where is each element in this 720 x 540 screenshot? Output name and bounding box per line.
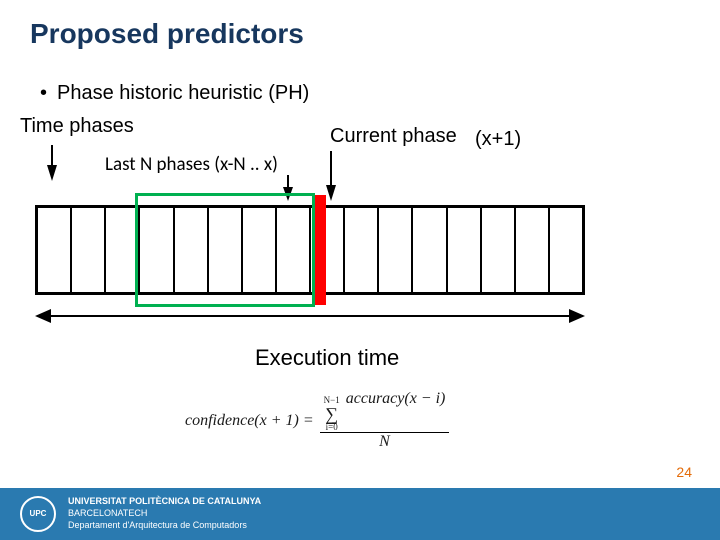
bullet-dot: •	[40, 82, 47, 104]
phase-cell	[345, 208, 379, 292]
phase-cell	[379, 208, 413, 292]
current-phase-marker	[315, 195, 326, 305]
phase-cell	[72, 208, 106, 292]
exec-arrow-line	[47, 315, 573, 317]
arrow-lastn-stem	[287, 175, 289, 189]
formula-fraction: N−1 ∑ i=0 accuracy(x − i) N	[320, 390, 450, 451]
bullet-item: • Phase historic heuristic (PH)	[40, 82, 309, 105]
phase-cell	[413, 208, 447, 292]
label-execution-time: Execution time	[255, 345, 399, 371]
slide-title: Proposed predictors	[30, 18, 304, 50]
footer-text: UNIVERSITAT POLITÈCNICA DE CATALUNYA BAR…	[68, 496, 261, 531]
footer-sub: BARCELONATECH	[68, 508, 261, 520]
arrow-time-phases-stem	[51, 145, 53, 167]
phase-diagram	[35, 145, 655, 335]
bullet-text: Phase historic heuristic (PH)	[57, 82, 309, 104]
upc-logo: UPC	[20, 496, 56, 532]
label-time-phases: Time phases	[20, 115, 134, 138]
footer-university: UNIVERSITAT POLITÈCNICA DE CATALUNYA	[68, 496, 261, 508]
phase-cell	[482, 208, 516, 292]
phase-cell	[448, 208, 482, 292]
phase-cell	[38, 208, 72, 292]
formula-lhs: confidence(x + 1) =	[185, 412, 314, 430]
arrow-time-phases-pointer	[47, 165, 57, 181]
phase-cell	[516, 208, 550, 292]
exec-arrow-right-head	[569, 309, 585, 323]
formula-denominator: N	[375, 433, 394, 451]
page-number: 24	[676, 464, 692, 480]
formula-summand: accuracy(x − i)	[346, 390, 446, 407]
sigma-lower: i=0	[326, 423, 338, 432]
arrow-current-stem	[330, 151, 332, 187]
confidence-formula: confidence(x + 1) = N−1 ∑ i=0 accuracy(x…	[185, 390, 535, 451]
phase-cell	[550, 208, 582, 292]
sigma-icon: N−1 ∑ i=0	[324, 396, 340, 432]
footer-dept: Departament d'Arquitectura de Computador…	[68, 520, 261, 532]
arrow-current-pointer	[326, 185, 336, 201]
formula-numerator: N−1 ∑ i=0 accuracy(x − i)	[320, 390, 450, 432]
last-n-window	[135, 193, 315, 307]
footer-bar: UPC UNIVERSITAT POLITÈCNICA DE CATALUNYA…	[0, 488, 720, 540]
